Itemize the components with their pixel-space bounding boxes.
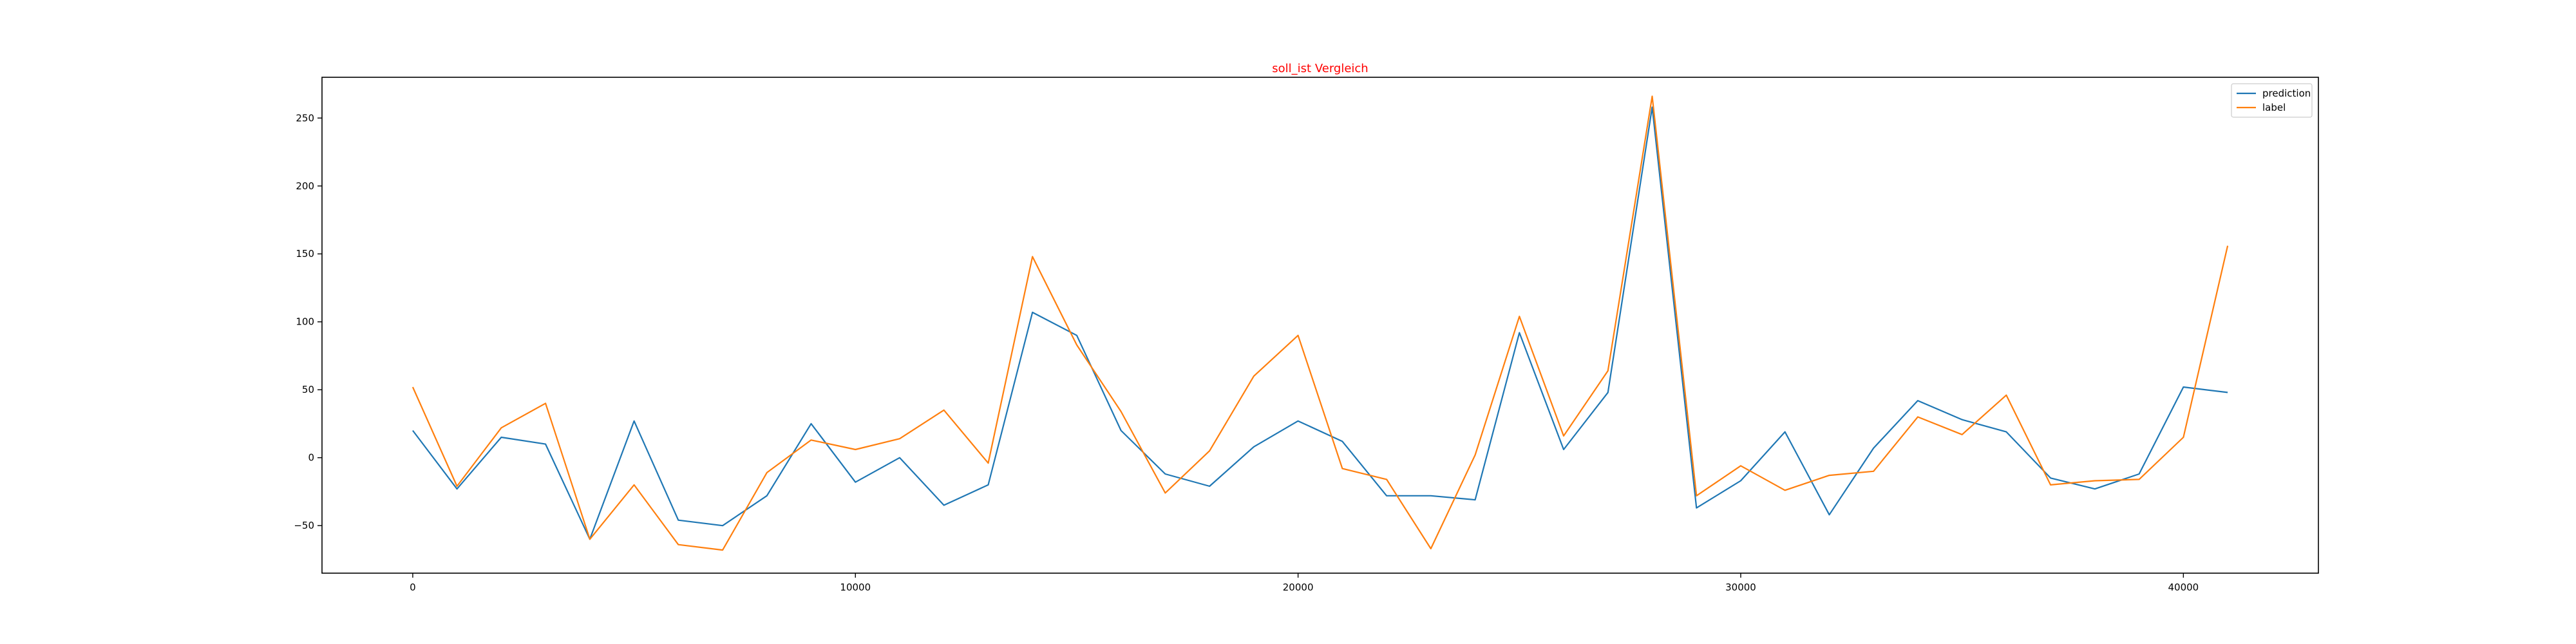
x-tick-label: 0 bbox=[410, 582, 416, 593]
x-tick-label: 20000 bbox=[1283, 582, 1314, 593]
y-tick-label: 250 bbox=[296, 112, 314, 124]
x-tick-label: 40000 bbox=[2168, 582, 2199, 593]
y-tick-label: 100 bbox=[296, 316, 314, 328]
legend-label-prediction: prediction bbox=[2262, 88, 2311, 99]
y-tick-label: 0 bbox=[308, 452, 314, 464]
y-tick-label: 150 bbox=[296, 248, 314, 260]
y-tick-label: −50 bbox=[294, 520, 314, 531]
legend: prediction label bbox=[2231, 84, 2312, 117]
y-tick-label: 50 bbox=[302, 384, 314, 395]
x-tick-label: 10000 bbox=[840, 582, 871, 593]
x-tick-label: 30000 bbox=[1725, 582, 1756, 593]
y-tick-label: 200 bbox=[296, 180, 314, 192]
legend-label-label: label bbox=[2262, 102, 2286, 113]
chart-title: soll_ist Vergleich bbox=[1272, 62, 1368, 75]
